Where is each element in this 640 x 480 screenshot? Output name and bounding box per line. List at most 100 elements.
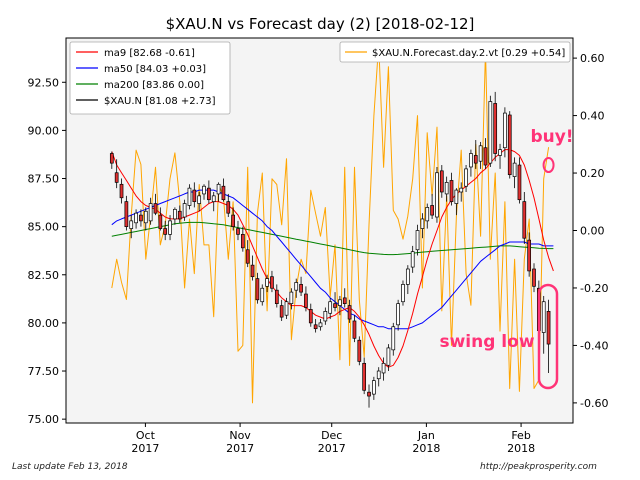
candle-body: [376, 370, 381, 380]
footer-last-update: Last update Feb 13, 2018: [12, 462, 128, 472]
candle-body: [231, 214, 235, 228]
candle: [240, 226, 245, 252]
y-right-tick-label: -0.40: [580, 339, 608, 352]
y-left-tick-label: 80.00: [28, 317, 60, 330]
candle-body: [352, 320, 357, 339]
candle-body: [148, 203, 153, 222]
candle: [114, 159, 119, 189]
candle-body: [367, 391, 371, 397]
candle: [498, 143, 502, 169]
candle-body: [289, 291, 294, 305]
candle: [328, 297, 333, 320]
candle: [347, 299, 352, 323]
candle: [391, 322, 396, 356]
legend-entry: $XAU.N [81.08 +2.73]: [104, 96, 216, 107]
candle-body: [207, 187, 211, 201]
candle: [245, 240, 250, 268]
legend-entry: ma50 [84.03 +0.03]: [104, 64, 206, 75]
candle-body: [308, 309, 313, 324]
candle: [304, 286, 308, 312]
swing-low-marker: [537, 283, 559, 390]
candle-body: [338, 299, 342, 306]
candle-body: [284, 301, 289, 316]
candle-body: [454, 189, 459, 204]
candle: [284, 297, 289, 320]
candle: [338, 295, 342, 316]
candle: [318, 319, 323, 331]
candle-body: [430, 205, 434, 216]
candle-body: [168, 220, 172, 235]
candle-body: [439, 170, 444, 193]
x-tick-label: Dec: [321, 429, 342, 442]
candle: [488, 95, 493, 167]
footer-source-url[interactable]: http://peakprosperity.com: [480, 462, 597, 472]
candle-body: [129, 220, 134, 229]
candle: [250, 255, 255, 281]
candle-body: [236, 228, 240, 235]
candle-body: [357, 339, 362, 362]
candle-body: [546, 311, 551, 345]
candle: [367, 384, 371, 408]
candle: [512, 157, 517, 189]
candle: [483, 138, 488, 169]
candle-body: [197, 195, 202, 204]
candle: [187, 184, 192, 210]
candle: [148, 197, 153, 225]
candle-body: [410, 251, 415, 268]
candle: [313, 319, 318, 333]
candle-body: [342, 297, 347, 305]
candle-body: [279, 305, 284, 318]
buy-annotation: buy!: [530, 127, 573, 147]
candle-body: [503, 112, 507, 149]
candle: [527, 232, 532, 277]
candle-body: [483, 147, 488, 166]
candle-body: [299, 284, 303, 293]
candle-body: [221, 185, 226, 201]
candle-body: [541, 301, 546, 333]
legend-entry: ma200 [83.86 0.00]: [104, 80, 204, 91]
candle-body: [372, 380, 376, 395]
candle: [274, 284, 279, 308]
candle: [372, 376, 376, 400]
candle-body: [270, 276, 274, 289]
candle-body: [469, 153, 473, 168]
candle-body: [187, 187, 192, 206]
legend-right-box: [339, 41, 571, 63]
candle-body: [532, 268, 536, 287]
candle: [478, 141, 483, 169]
candle-body: [173, 208, 177, 220]
candle: [425, 203, 430, 229]
candle: [439, 165, 444, 198]
candle: [236, 220, 240, 241]
candle: [289, 288, 294, 310]
candle-body: [333, 303, 337, 308]
candle: [221, 178, 226, 202]
candle-body: [464, 168, 468, 187]
candle: [396, 299, 400, 331]
candle-body: [313, 324, 318, 330]
candle-body: [386, 347, 391, 366]
axes: 75.00 77.50 80.00 82.50 85.00 87.50 90.00 92.50…: [28, 52, 609, 455]
candle: [362, 357, 367, 395]
candle-body: [323, 311, 328, 322]
candle-body: [182, 203, 187, 218]
candle-body: [318, 322, 323, 328]
candle-body: [265, 278, 269, 287]
candle: [449, 172, 454, 206]
candlestick-series: [109, 91, 551, 408]
y-left-tick-label: 90.00: [28, 124, 60, 137]
candle-body: [478, 145, 483, 162]
candle: [323, 307, 328, 325]
candle-body: [498, 149, 502, 156]
candle: [177, 205, 182, 223]
candle: [435, 166, 439, 223]
candle: [168, 215, 172, 241]
candle-body: [134, 212, 138, 224]
candle: [211, 192, 216, 212]
candle: [197, 192, 202, 212]
candle: [279, 299, 284, 321]
x-tick-year-label: 2017: [131, 442, 159, 455]
candle: [381, 357, 386, 381]
candle: [202, 184, 206, 200]
